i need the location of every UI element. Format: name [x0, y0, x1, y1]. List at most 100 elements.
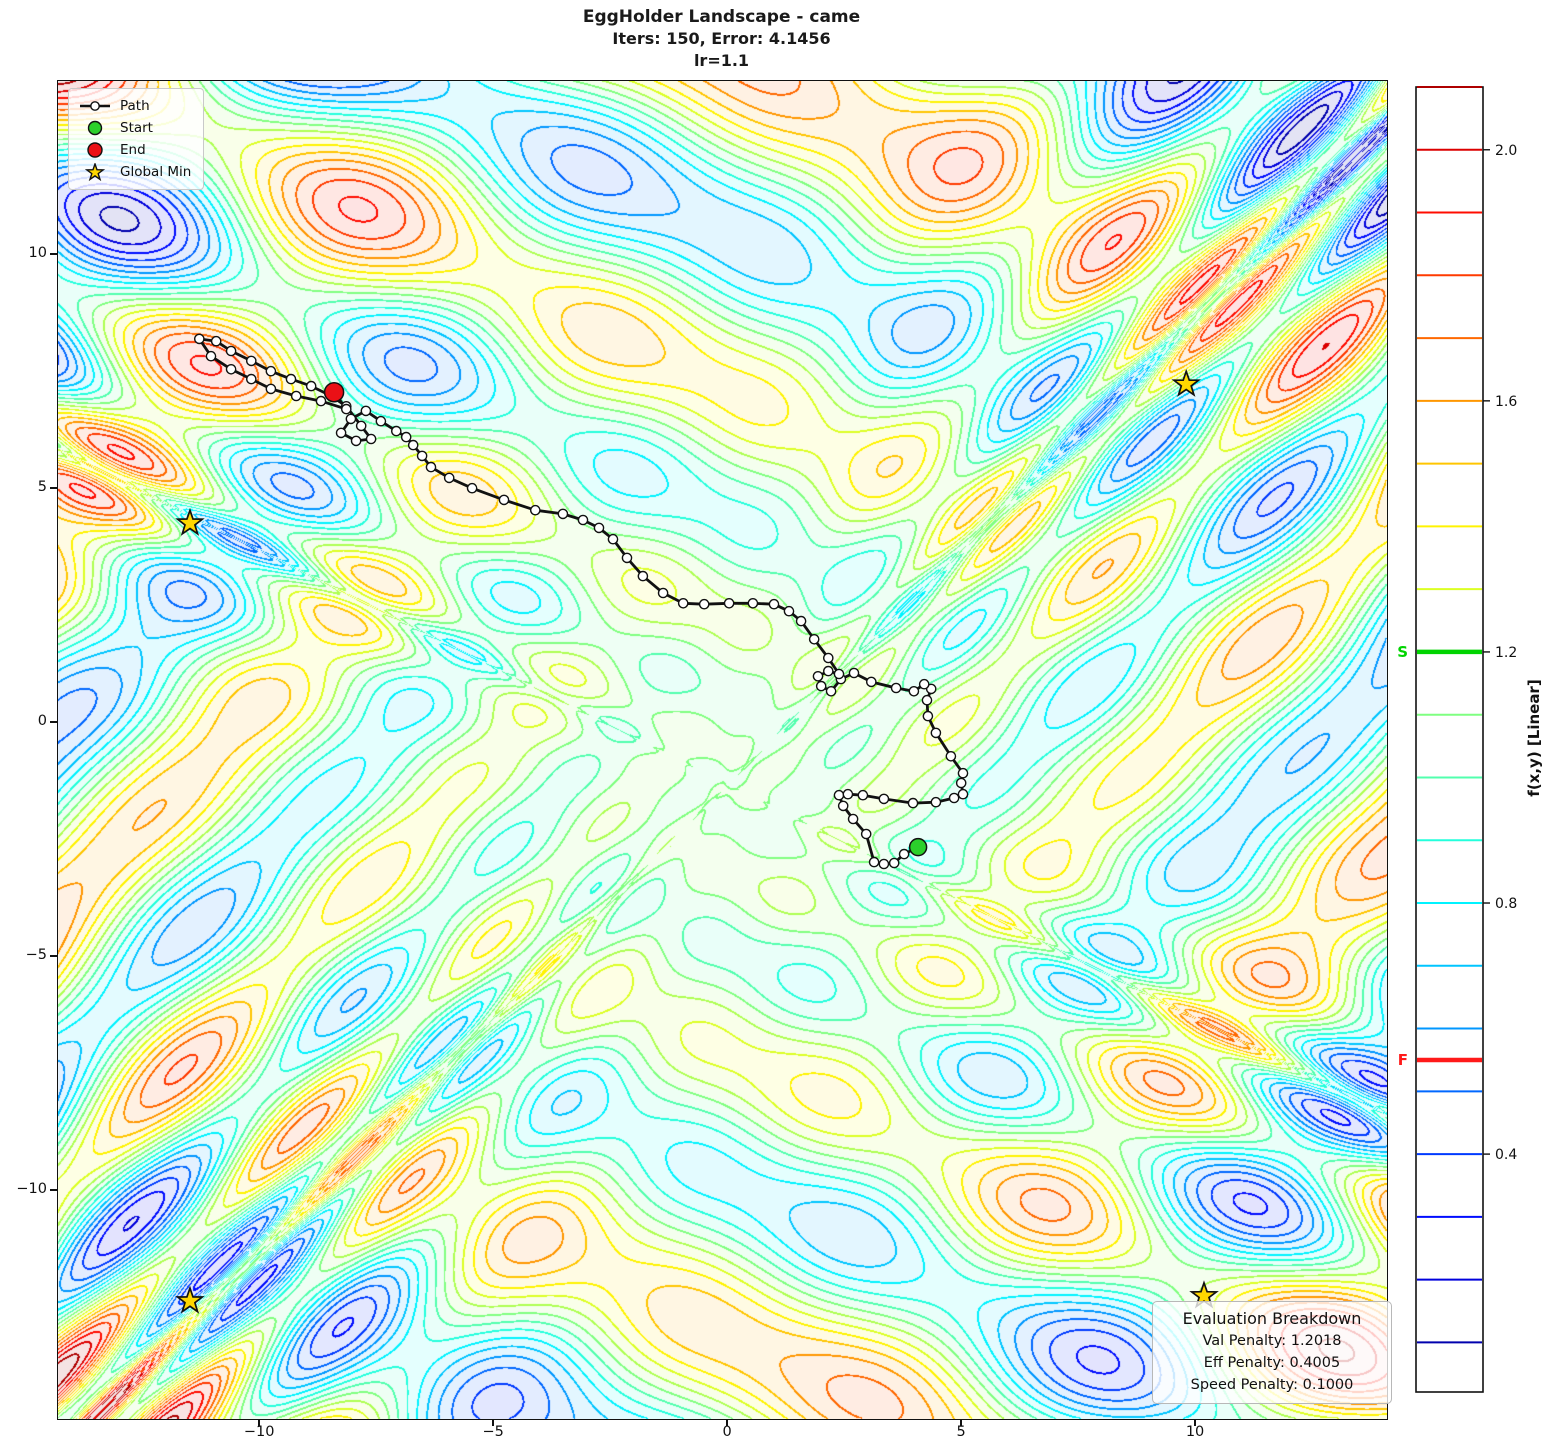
- path-point-marker: [857, 789, 869, 801]
- colorbar-tick-label: 0.4: [1495, 1147, 1517, 1163]
- global-min-star-marker: [1171, 368, 1202, 397]
- path-point-marker: [847, 813, 859, 825]
- path-point-marker: [948, 792, 960, 804]
- path-point-marker: [808, 634, 820, 645]
- path-point-marker: [225, 363, 237, 375]
- path-point-marker: [637, 570, 649, 582]
- colorbar-tick-label: 1.6: [1495, 394, 1517, 410]
- path-point-marker: [878, 793, 890, 805]
- path-point-marker: [593, 522, 605, 534]
- legend: Path Start End: [68, 88, 205, 190]
- path-point-marker: [375, 415, 387, 427]
- end-marker: [323, 381, 345, 403]
- path-point-marker: [245, 373, 257, 385]
- path-point-marker: [355, 420, 367, 432]
- path-point-marker: [918, 678, 930, 690]
- path-point-marker: [930, 727, 942, 739]
- path-point-marker: [340, 403, 352, 415]
- x-axis-tick-mark: [258, 1419, 260, 1426]
- y-axis-tick-mark: [50, 1189, 57, 1191]
- path-point-marker: [425, 461, 437, 473]
- path-point-marker: [908, 686, 920, 697]
- path-point-marker: [305, 380, 317, 392]
- path-point-marker: [837, 800, 849, 812]
- title-block: EggHolder Landscape - came Iters: 150, E…: [57, 6, 1386, 72]
- path-point-marker: [400, 431, 412, 443]
- path-point-marker: [265, 365, 277, 377]
- path-point-marker: [833, 789, 845, 801]
- legend-label-start: Start: [120, 120, 153, 136]
- path-point-marker: [529, 504, 541, 516]
- path-point-marker: [945, 751, 957, 762]
- y-axis-tick-mark: [50, 955, 57, 957]
- start-marker-icon: [78, 120, 112, 136]
- path-point-marker: [868, 856, 880, 868]
- y-axis-tick-mark: [50, 721, 57, 723]
- optimization-path-line: [197, 337, 965, 866]
- path-point-marker: [621, 552, 633, 564]
- x-axis-tick-mark: [726, 1419, 728, 1426]
- legend-item-end: End: [78, 139, 191, 161]
- evaluation-speed-penalty: Speed Penalty: 0.1000: [1190, 1377, 1354, 1393]
- colorbar-end-label: F: [1398, 1051, 1408, 1069]
- colorbar-axis-label: f(x,y) [Linear]: [1525, 679, 1543, 797]
- colorbar-tick-label: 2.0: [1495, 143, 1517, 159]
- x-axis-tick-label: 0: [722, 1424, 732, 1440]
- path-point-marker: [416, 450, 428, 462]
- path-point-marker: [957, 788, 969, 800]
- y-axis-tick-label: 10: [28, 245, 47, 262]
- evaluation-breakdown-box: Evaluation Breakdown Val Penalty: 1.2018…: [1152, 1301, 1392, 1404]
- global-min-star-icon: [78, 163, 112, 181]
- path-point-marker: [350, 435, 362, 447]
- optimization-path-overlay: [175, 333, 1219, 1314]
- path-point-marker: [825, 686, 837, 697]
- path-point-marker: [335, 427, 347, 439]
- path-point-marker: [888, 857, 900, 869]
- path-line-icon: [78, 99, 112, 113]
- y-axis-tick-label: 5: [37, 479, 47, 496]
- colorbar-tick-label: 0.8: [1495, 896, 1517, 912]
- global-min-star-glyph: [85, 163, 105, 181]
- path-point-marker: [265, 383, 277, 395]
- path-point-marker: [890, 682, 902, 694]
- path-point-marker: [210, 335, 222, 347]
- path-point-marker: [833, 668, 845, 680]
- path-point-marker: [557, 508, 569, 520]
- path-point-marker: [930, 796, 942, 808]
- legend-item-start: Start: [78, 117, 191, 139]
- legend-item-path: Path: [78, 95, 191, 117]
- path-point-marker: [443, 472, 455, 484]
- path-point-marker: [866, 676, 877, 688]
- colorbar: 2.0 1.6 1.2 0.8 0.4 S F: [1397, 86, 1517, 1393]
- chart-title: EggHolder Landscape - came: [582, 7, 861, 27]
- contour-canvas: [58, 81, 1387, 1419]
- path-point-marker: [955, 777, 967, 789]
- path-point-marker: [907, 797, 919, 809]
- x-axis-tick-label: 5: [956, 1424, 966, 1440]
- path-point-marker: [657, 587, 669, 599]
- path-point-marker: [812, 671, 824, 682]
- path-point-marker: [957, 767, 969, 779]
- path-point-marker: [698, 598, 710, 610]
- path-point-marker: [783, 605, 795, 617]
- path-point-marker: [921, 694, 933, 706]
- evaluation-val-penalty: Val Penalty: 1.2018: [1202, 1333, 1342, 1349]
- global-min-star-marker: [175, 507, 205, 536]
- chart-subtitle-lr: lr=1.1: [693, 51, 750, 70]
- path-point-marker: [498, 494, 510, 506]
- end-marker-icon: [78, 142, 112, 158]
- path-point-marker: [898, 848, 910, 860]
- legend-item-global-min: Global Min: [78, 161, 191, 183]
- path-point-marker: [390, 425, 402, 437]
- evaluation-title: Evaluation Breakdown: [1182, 1309, 1362, 1328]
- path-point-marker: [842, 788, 854, 800]
- chart-subtitle-iters-error: Iters: 150, Error: 4.1456: [612, 29, 831, 48]
- path-point-marker: [360, 405, 372, 417]
- path-point-marker: [193, 333, 205, 345]
- path-point-marker: [860, 828, 872, 840]
- evaluation-eff-penalty: Eff Penalty: 0.4005: [1203, 1355, 1341, 1371]
- path-point-marker: [245, 355, 257, 367]
- colorbar-frame: [1415, 86, 1484, 1393]
- global-min-star-marker: [175, 1285, 205, 1314]
